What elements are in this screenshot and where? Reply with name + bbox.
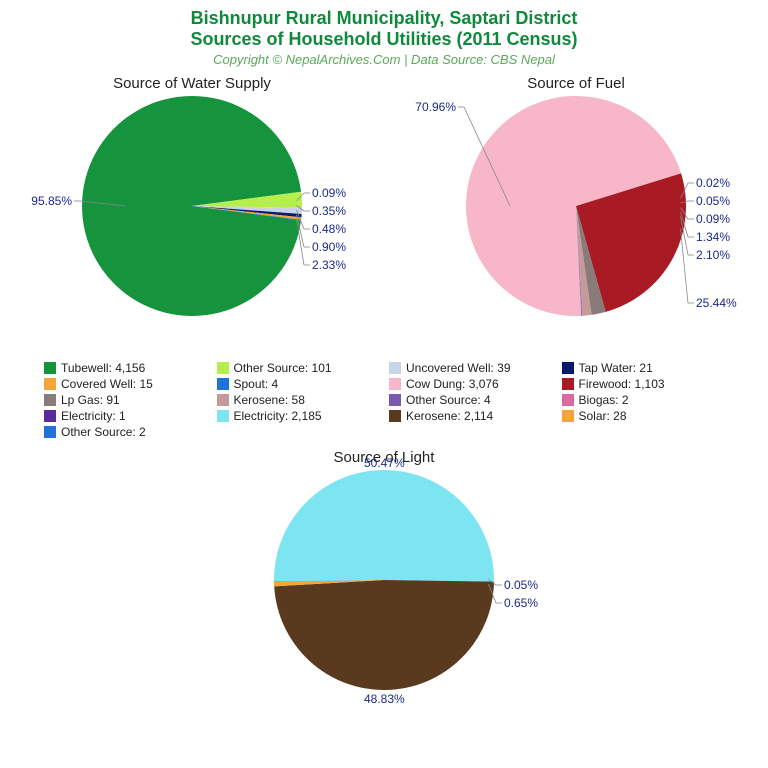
legend-label: Kerosene: 58	[234, 393, 305, 407]
legend-swatch	[44, 426, 56, 438]
legend-swatch	[44, 362, 56, 374]
legend-label: Solar: 28	[579, 409, 627, 423]
title-line-1: Bishnupur Rural Municipality, Saptari Di…	[0, 8, 768, 29]
legend-item: Biogas: 2	[562, 393, 725, 407]
legend-swatch	[389, 394, 401, 406]
legend-swatch	[217, 362, 229, 374]
title-block: Bishnupur Rural Municipality, Saptari Di…	[0, 0, 768, 67]
legend-label: Firewood: 1,103	[579, 377, 665, 391]
legend-label: Tubewell: 4,156	[61, 361, 145, 375]
fuel-pie-holder: 70.96%0.02%0.05%0.09%1.34%2.10%25.44%	[466, 96, 686, 316]
legend-item: Kerosene: 58	[217, 393, 380, 407]
legend-item: Cow Dung: 3,076	[389, 377, 552, 391]
title-line-2: Sources of Household Utilities (2011 Cen…	[0, 29, 768, 50]
water-pie-holder: 95.85%0.09%0.35%0.48%0.90%2.33%	[82, 96, 302, 316]
light-chart: Source of Light 50.47%0.05%0.65%48.83%	[204, 449, 564, 729]
legend-label: Biogas: 2	[579, 393, 629, 407]
legend-item: Other Source: 101	[217, 361, 380, 375]
legend-label: Other Source: 2	[61, 425, 146, 439]
light-pie-holder: 50.47%0.05%0.65%48.83%	[274, 470, 494, 690]
pie-annotation: 50.47%	[364, 456, 405, 470]
legend-label: Uncovered Well: 39	[406, 361, 511, 375]
legend-item: Firewood: 1,103	[562, 377, 725, 391]
legend-item: Electricity: 1	[44, 409, 207, 423]
legend-item: Other Source: 2	[44, 425, 207, 439]
legend-label: Kerosene: 2,114	[406, 409, 493, 423]
legend-swatch	[44, 410, 56, 422]
legend-swatch	[562, 362, 574, 374]
legend-swatch	[562, 378, 574, 390]
legend-item: Tap Water: 21	[562, 361, 725, 375]
legend-swatch	[389, 410, 401, 422]
legend-item: Electricity: 2,185	[217, 409, 380, 423]
legend-label: Covered Well: 15	[61, 377, 153, 391]
legend-swatch	[217, 410, 229, 422]
legend-item: Uncovered Well: 39	[389, 361, 552, 375]
legend-item: Lp Gas: 91	[44, 393, 207, 407]
legend-swatch	[389, 362, 401, 374]
legend-swatch	[562, 410, 574, 422]
legend-label: Spout: 4	[234, 377, 279, 391]
annotation-overlay	[396, 96, 756, 356]
bottom-chart-row: Source of Light 50.47%0.05%0.65%48.83%	[0, 449, 768, 729]
fuel-chart-title: Source of Fuel	[396, 75, 756, 92]
legend-label: Cow Dung: 3,076	[406, 377, 499, 391]
water-chart-title: Source of Water Supply	[12, 75, 372, 92]
legend-block: Tubewell: 4,156 Other Source: 101 Uncovere…	[44, 361, 724, 439]
legend-item: Tubewell: 4,156	[44, 361, 207, 375]
legend-swatch	[389, 378, 401, 390]
legend-label: Other Source: 101	[234, 361, 332, 375]
copyright-text: Copyright © NepalArchives.Com | Data Sou…	[0, 52, 768, 67]
legend-swatch	[217, 378, 229, 390]
legend-label: Lp Gas: 91	[61, 393, 120, 407]
legend-label: Tap Water: 21	[579, 361, 653, 375]
legend-item: Covered Well: 15	[44, 377, 207, 391]
legend-item: Other Source: 4	[389, 393, 552, 407]
annotation-overlay	[12, 96, 372, 356]
legend-swatch	[217, 394, 229, 406]
legend-label: Electricity: 1	[61, 409, 126, 423]
legend-swatch	[44, 394, 56, 406]
water-chart: Source of Water Supply 95.85%0.09%0.35%0…	[12, 75, 372, 355]
legend-label: Other Source: 4	[406, 393, 491, 407]
fuel-chart: Source of Fuel 70.96%0.02%0.05%0.09%1.34…	[396, 75, 756, 355]
legend-swatch	[562, 394, 574, 406]
legend-label: Electricity: 2,185	[234, 409, 322, 423]
legend-item: Solar: 28	[562, 409, 725, 423]
legend-item: Spout: 4	[217, 377, 380, 391]
top-charts-row: Source of Water Supply 95.85%0.09%0.35%0…	[0, 75, 768, 355]
annotation-overlay	[204, 470, 564, 730]
legend-swatch	[44, 378, 56, 390]
legend-item: Kerosene: 2,114	[389, 409, 552, 423]
